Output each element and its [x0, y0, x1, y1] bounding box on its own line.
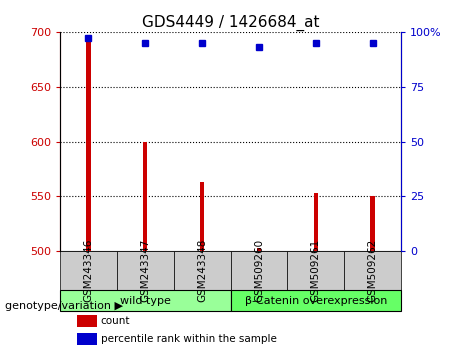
Bar	[174, 251, 230, 290]
Text: GSM509260: GSM509260	[254, 239, 264, 302]
Bar	[257, 248, 261, 251]
Text: GSM243347: GSM243347	[140, 239, 150, 302]
Text: wild type: wild type	[120, 296, 171, 306]
Bar	[77, 332, 97, 345]
Bar	[200, 182, 204, 251]
Bar	[86, 40, 91, 251]
Bar	[287, 251, 344, 290]
Bar	[230, 251, 287, 290]
Text: GSM243346: GSM243346	[83, 239, 94, 302]
Bar	[313, 193, 318, 251]
Text: β-Catenin overexpression: β-Catenin overexpression	[245, 296, 387, 306]
Text: GSM243348: GSM243348	[197, 239, 207, 302]
Bar	[60, 290, 230, 311]
Bar	[60, 251, 117, 290]
Title: GDS4449 / 1426684_at: GDS4449 / 1426684_at	[142, 14, 319, 30]
Bar	[344, 251, 401, 290]
Bar	[117, 251, 174, 290]
Text: genotype/variation ▶: genotype/variation ▶	[5, 301, 123, 311]
Bar	[143, 142, 148, 251]
Text: percentile rank within the sample: percentile rank within the sample	[101, 334, 277, 344]
Text: count: count	[101, 316, 130, 326]
Bar	[77, 315, 97, 327]
Bar	[230, 290, 401, 311]
Text: GSM509261: GSM509261	[311, 239, 321, 302]
Bar	[370, 196, 375, 251]
Text: GSM509262: GSM509262	[367, 239, 378, 302]
